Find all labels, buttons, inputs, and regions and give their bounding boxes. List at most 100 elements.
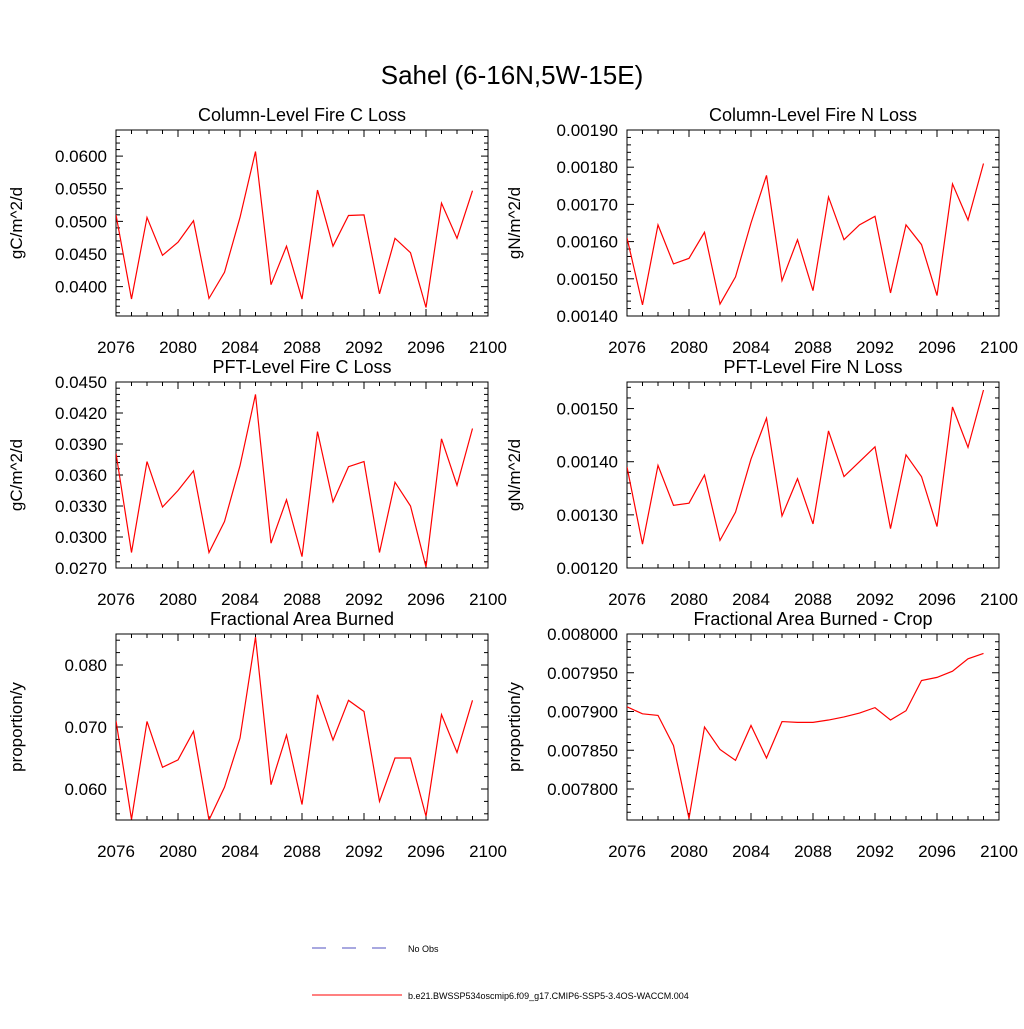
panel-title: Column-Level Fire C Loss [198,105,406,125]
y-tick-label: 0.0550 [55,180,107,199]
x-tick-label: 2092 [345,842,383,861]
y-tick-label: 0.0500 [55,212,107,231]
x-tick-label: 2080 [670,338,708,357]
x-tick-label: 2080 [159,338,197,357]
x-tick-label: 2080 [159,842,197,861]
x-tick-label: 2076 [97,590,135,609]
plot-frame [115,129,489,317]
x-tick-label: 2084 [221,338,259,357]
x-tick-label: 2084 [221,590,259,609]
y-tick-label: 0.00160 [557,233,618,252]
y-tick-label: 0.00140 [557,453,618,472]
y-axis-label: proportion/y [7,682,26,772]
panel-2: 2076 2080 2084 2088 2092 2096 2100 0.00140 0.001… [505,105,1018,357]
x-tick-label: 2076 [97,842,135,861]
x-tick-label: 2092 [345,590,383,609]
x-tick-label: 2096 [918,842,956,861]
panel-1: 2076 2080 2084 2088 2092 2096 2100 0.0400 0.0450… [7,105,507,357]
panel-3: 2076 2080 2084 2088 2092 2096 2100 0.0270 0.0300… [7,357,507,609]
x-tick-label: 2100 [980,842,1018,861]
panel-title: PFT-Level Fire N Loss [723,357,902,377]
y-tick-label: 0.007800 [547,780,618,799]
x-tick-label: 2088 [794,842,832,861]
y-tick-label: 0.00170 [557,195,618,214]
x-tick-label: 2088 [794,590,832,609]
x-tick-label: 2088 [283,590,321,609]
series-line [116,151,474,308]
y-axis-label: gN/m^2/d [505,187,524,259]
y-tick-label: 0.00180 [557,158,618,177]
plot-frame [115,381,489,569]
x-tick-label: 2080 [670,590,708,609]
x-tick-label: 2076 [97,338,135,357]
y-tick-label: 0.0400 [55,278,107,297]
x-tick-label: 2096 [918,590,956,609]
x-tick-label: 2092 [856,842,894,861]
x-tick-label: 2096 [407,842,445,861]
x-tick-label: 2092 [856,590,894,609]
x-tick-label: 2076 [608,590,646,609]
y-tick-label: 0.00140 [557,307,618,326]
y-tick-label: 0.007950 [547,664,618,683]
x-tick-label: 2096 [407,590,445,609]
legend-entry-no-obs: No Obs [312,944,439,954]
y-tick-label: 0.0390 [55,435,107,454]
y-tick-label: 0.060 [64,780,107,799]
y-tick-label: 0.00190 [557,121,618,140]
y-tick-label: 0.0360 [55,466,107,485]
x-tick-label: 2080 [670,842,708,861]
y-axis-label: gC/m^2/d [7,439,26,511]
x-tick-label: 2100 [980,338,1018,357]
panel-5: 2076 2080 2084 2088 2092 2096 2100 0.060 0.070 0.… [7,609,507,861]
panels: 2076 2080 2084 2088 2092 2096 2100 0.0400 0.0450… [7,105,1018,861]
series-line [627,652,984,819]
legend-entry-model-run: b.e21.BWSSP534oscmip6.f09_g17.CMIP6-SSP5… [312,991,689,1001]
y-tick-label: 0.0270 [55,559,107,578]
legend: No Obs b.e21.BWSSP534oscmip6.f09_g17.CMI… [312,944,689,1001]
x-tick-label: 2088 [794,338,832,357]
y-tick-label: 0.0300 [55,528,107,547]
series-line [627,389,985,545]
y-tick-label: 0.008000 [547,625,618,644]
x-tick-label: 2080 [159,590,197,609]
panel-title: PFT-Level Fire C Loss [212,357,391,377]
x-tick-label: 2096 [407,338,445,357]
x-tick-label: 2076 [608,338,646,357]
y-axis-label: gC/m^2/d [7,187,26,259]
y-axis-label: proportion/y [505,682,524,772]
series-line [116,394,474,568]
panel-title: Fractional Area Burned [210,609,394,629]
x-tick-label: 2100 [469,842,507,861]
panel-title: Fractional Area Burned - Crop [693,609,932,629]
y-tick-label: 0.0330 [55,497,107,516]
y-tick-label: 0.0600 [55,147,107,166]
series-line [627,163,985,306]
y-tick-label: 0.00150 [557,400,618,419]
x-tick-label: 2092 [856,338,894,357]
x-tick-label: 2088 [283,338,321,357]
x-tick-label: 2084 [732,842,770,861]
series-line [116,637,474,820]
y-axis-label: gN/m^2/d [505,439,524,511]
y-tick-label: 0.007850 [547,741,618,760]
y-tick-label: 0.007900 [547,703,618,722]
figure-title: Sahel (6-16N,5W-15E) [381,60,644,90]
panel-6: 2076 2080 2084 2088 2092 2096 2100 0.007800 0.00… [505,609,1018,861]
panel-title: Column-Level Fire N Loss [709,105,917,125]
x-tick-label: 2096 [918,338,956,357]
y-tick-label: 0.0450 [55,373,107,392]
x-tick-label: 2092 [345,338,383,357]
y-tick-label: 0.00130 [557,506,618,525]
x-tick-label: 2084 [732,338,770,357]
y-tick-label: 0.0450 [55,245,107,264]
plot-frame [115,633,489,821]
y-tick-label: 0.080 [64,656,107,675]
panel-4: 2076 2080 2084 2088 2092 2096 2100 0.00120 0.001… [505,357,1018,609]
x-tick-label: 2084 [732,590,770,609]
y-tick-label: 0.0420 [55,404,107,423]
x-tick-label: 2076 [608,842,646,861]
x-tick-label: 2084 [221,842,259,861]
y-tick-label: 0.00150 [557,270,618,289]
